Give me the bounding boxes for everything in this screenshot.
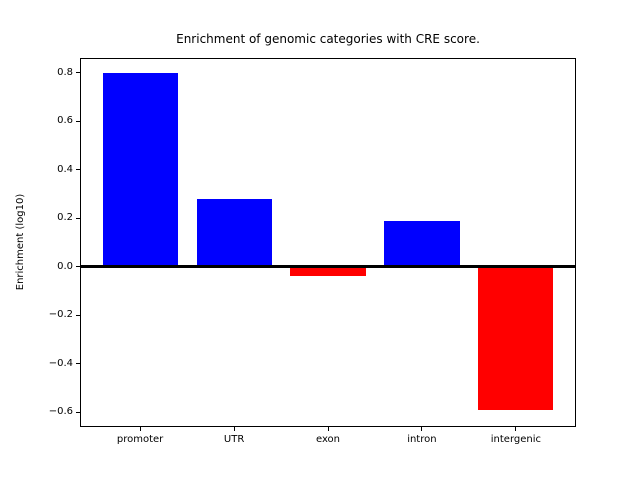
bar-promoter — [102, 72, 178, 267]
y-tick-mark — [76, 411, 80, 413]
y-tick-mark — [76, 363, 80, 365]
x-tick-label-intron: intron — [407, 434, 437, 445]
y-tick-label: −0.2 — [48, 309, 73, 321]
y-tick-label: 0.4 — [57, 163, 73, 175]
bar-exon — [290, 266, 366, 277]
y-tick-mark — [76, 169, 80, 171]
zero-line — [80, 265, 576, 269]
x-tick-label-intergenic: intergenic — [490, 434, 542, 445]
y-tick-mark — [76, 266, 80, 268]
y-tick-label: 0.6 — [57, 115, 73, 127]
bar-UTR — [196, 198, 272, 267]
y-tick-label: 0.8 — [57, 66, 73, 78]
x-tick-label-promoter: promoter — [116, 434, 164, 445]
x-tick-mark — [421, 427, 423, 431]
y-tick-label: 0.2 — [57, 212, 73, 224]
y-tick-mark — [76, 314, 80, 316]
bar-intron — [384, 220, 460, 267]
y-tick-label: −0.6 — [48, 406, 73, 418]
y-tick-mark — [76, 120, 80, 122]
x-tick-label-exon: exon — [315, 434, 341, 445]
y-tick-mark — [76, 217, 80, 219]
y-tick-label: −0.4 — [48, 357, 73, 369]
bar-intergenic — [478, 266, 554, 410]
x-tick-mark — [233, 427, 235, 431]
x-tick-mark — [515, 427, 517, 431]
y-tick-mark — [76, 72, 80, 74]
chart-title: Enrichment of genomic categories with CR… — [176, 32, 480, 46]
y-axis-label: Enrichment (log10) — [15, 193, 26, 291]
x-tick-mark — [327, 427, 329, 431]
x-tick-label-UTR: UTR — [223, 434, 245, 445]
y-tick-label: 0.0 — [57, 260, 73, 272]
x-tick-mark — [139, 427, 141, 431]
